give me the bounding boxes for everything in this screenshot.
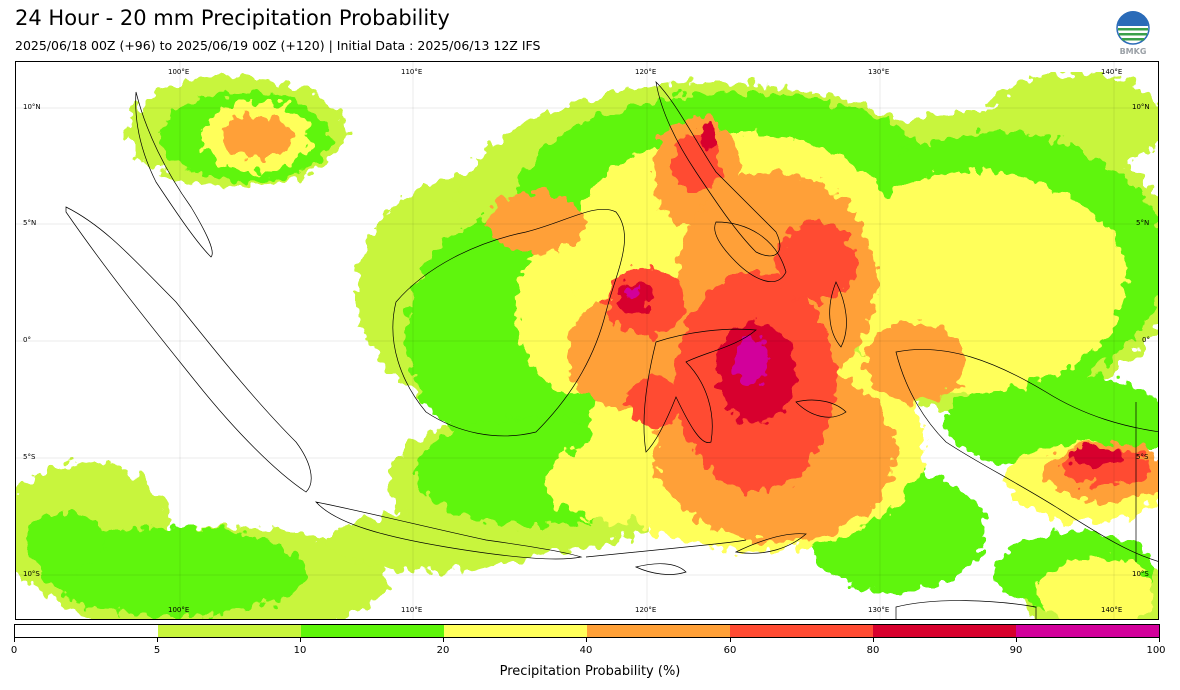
forecast-period-subtitle: 2025/06/18 00Z (+96) to 2025/06/19 00Z (… (15, 38, 541, 53)
colorbar-segment-90-100 (1016, 625, 1159, 637)
colorbar-tick-label: 60 (723, 645, 737, 656)
lat-label-right-5N: 5°N (1136, 219, 1150, 227)
precipitation-map: 100°E 110°E 120°E 130°E 140°E 100°E 110°… (15, 61, 1159, 620)
svg-text:BMKG: BMKG (1120, 47, 1147, 56)
lon-label-top-100E: 100°E (168, 68, 190, 76)
colorbar-tick (157, 638, 158, 642)
colorbar-tick-label: 20 (436, 645, 450, 656)
colorbar-tick-label: 40 (579, 645, 593, 656)
coastlines (65, 80, 1158, 619)
lat-label-left-10N: 10°N (23, 103, 41, 111)
lon-label-bottom-100E: 100°E (168, 606, 190, 614)
lat-label-right-5S: 5°S (1136, 453, 1149, 461)
colorbar-tick-label: 90 (1009, 645, 1023, 656)
lon-label-top-140E: 140°E (1101, 68, 1123, 76)
colorbar-segment-5-10 (158, 625, 301, 637)
probability-field (16, 72, 1158, 619)
lon-label-bottom-130E: 130°E (868, 606, 890, 614)
graticule (16, 62, 1158, 619)
lat-label-left-0: 0° (23, 336, 31, 344)
lat-label-right-0: 0° (1142, 336, 1150, 344)
colorbar-segment-0-5 (15, 625, 158, 637)
bmkg-logo: BMKG (1114, 10, 1152, 56)
colorbar-tick (873, 638, 874, 642)
colorbar-tick (443, 638, 444, 642)
colorbar-tick (1159, 638, 1160, 642)
colorbar-segment-40-60 (587, 625, 730, 637)
lon-label-top-130E: 130°E (868, 68, 890, 76)
colorbar-segment-80-90 (873, 625, 1016, 637)
colorbar-tick-label: 5 (153, 645, 161, 656)
colorbar-tick (300, 638, 301, 642)
colorbar (14, 624, 1160, 638)
lon-label-bottom-140E: 140°E (1101, 606, 1123, 614)
lon-label-top-120E: 120°E (635, 68, 657, 76)
colorbar-segment-10-20 (301, 625, 444, 637)
lat-label-right-10S: 10°S (1132, 570, 1149, 578)
colorbar-tick (1016, 638, 1017, 642)
colorbar-segment-20-40 (444, 625, 587, 637)
colorbar-tick-label: 100 (1146, 645, 1166, 656)
colorbar-tick (586, 638, 587, 642)
chart-title: 24 Hour - 20 mm Precipitation Probabilit… (15, 6, 450, 30)
colorbar-tick-label: 10 (293, 645, 307, 656)
colorbar-title: Precipitation Probability (%) (499, 664, 681, 679)
lon-label-top-110E: 110°E (401, 68, 423, 76)
lat-label-left-10S: 10°S (23, 570, 40, 578)
lon-label-bottom-110E: 110°E (401, 606, 423, 614)
colorbar-tick (730, 638, 731, 642)
colorbar-segment-60-80 (730, 625, 873, 637)
map-canvas (16, 62, 1158, 619)
colorbar-tick-label: 0 (10, 645, 18, 656)
colorbar-tick (14, 638, 15, 642)
colorbar-tick-label: 80 (866, 645, 880, 656)
lon-label-bottom-120E: 120°E (635, 606, 657, 614)
lat-label-left-5S: 5°S (23, 453, 36, 461)
lat-label-right-10N: 10°N (1132, 103, 1150, 111)
lat-label-left-5N: 5°N (23, 219, 37, 227)
